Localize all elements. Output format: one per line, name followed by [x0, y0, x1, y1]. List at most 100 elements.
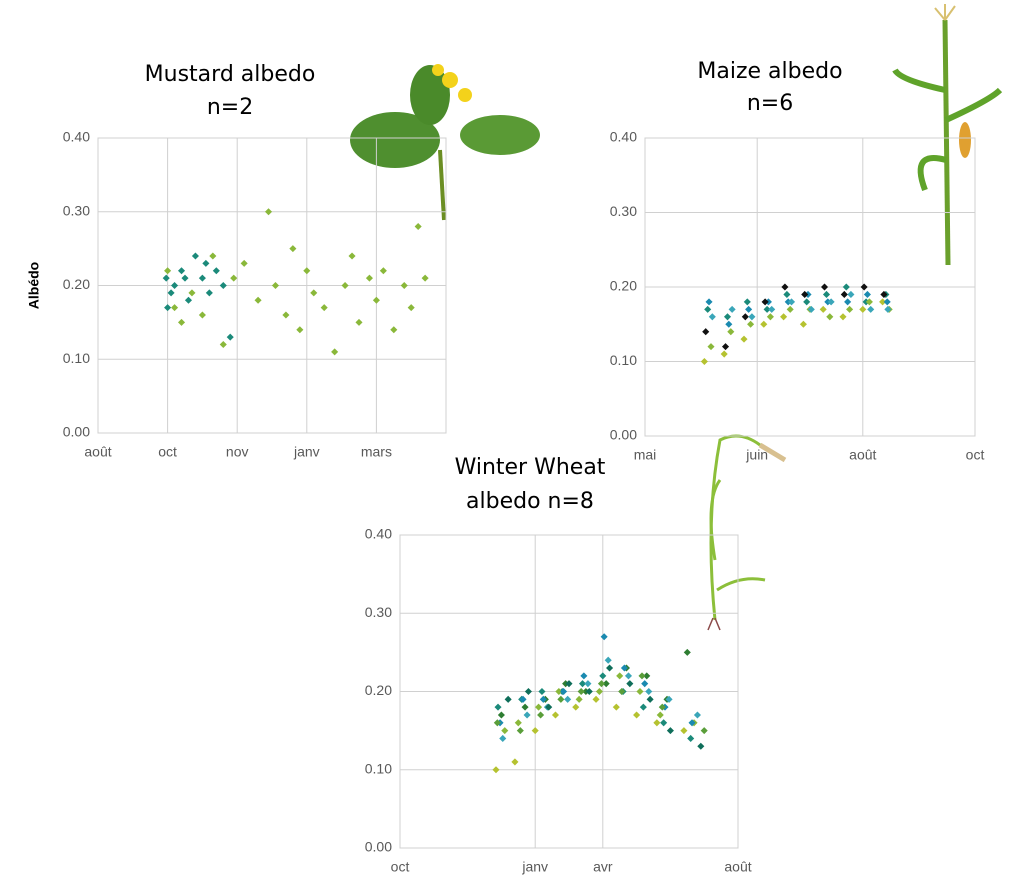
data-point [494, 703, 502, 711]
y-tick-label: 0.20 [63, 276, 90, 292]
data-point [766, 313, 774, 321]
x-tick-label: avr [593, 859, 613, 875]
data-point [592, 695, 600, 703]
data-point [787, 298, 796, 306]
data-point [400, 281, 408, 290]
chart-title: Maize albedo [697, 59, 842, 84]
data-point [282, 311, 290, 319]
y-tick-label: 0.20 [610, 278, 637, 294]
data-point [844, 298, 852, 306]
data-point [501, 727, 509, 735]
data-point [865, 298, 873, 306]
data-point [264, 208, 273, 216]
data-point [585, 687, 593, 696]
data-point [511, 758, 519, 766]
y-tick-label: 0.40 [63, 129, 90, 145]
data-point [164, 304, 172, 312]
data-point [702, 328, 710, 336]
data-point [705, 298, 713, 306]
data-point [565, 680, 573, 688]
data-point [575, 695, 583, 703]
x-tick-label: janv [293, 444, 320, 460]
data-point [645, 687, 653, 696]
data-point [846, 305, 854, 313]
data-point [665, 695, 673, 703]
data-point [597, 680, 605, 688]
data-point [783, 290, 791, 298]
data-point [164, 267, 172, 275]
data-point [880, 290, 888, 298]
data-point [303, 267, 311, 275]
chart-title: Mustard albedo [145, 62, 316, 87]
data-point [226, 333, 234, 341]
data-point [708, 313, 716, 321]
x-tick-label: janv [521, 859, 548, 875]
data-point [839, 313, 847, 321]
data-point [707, 343, 715, 351]
data-point [748, 313, 756, 321]
data-point [687, 734, 695, 742]
data-point [580, 672, 588, 680]
data-point [633, 711, 641, 719]
data-point [599, 672, 607, 680]
data-point [521, 703, 529, 711]
data-point [600, 633, 608, 641]
data-point [390, 326, 398, 334]
data-point [801, 290, 809, 298]
data-point [863, 290, 871, 298]
data-point [693, 711, 701, 719]
data-point [379, 267, 387, 275]
data-point [618, 687, 626, 696]
data-point [822, 290, 831, 298]
data-point [883, 298, 891, 306]
y-tick-label: 0.30 [365, 604, 392, 620]
data-point [683, 648, 691, 656]
data-point [741, 313, 749, 321]
data-point [720, 350, 728, 358]
y-tick-label: 0.10 [610, 352, 637, 368]
data-point [219, 340, 227, 349]
data-point [519, 695, 527, 703]
data-point [768, 305, 776, 313]
data-point [254, 296, 262, 304]
data-point [820, 283, 829, 291]
data-point [700, 357, 708, 366]
x-tick-label: oct [966, 447, 985, 463]
data-point [499, 734, 507, 742]
data-point [807, 305, 815, 313]
data-point [577, 687, 585, 696]
data-point [289, 245, 297, 253]
data-point [414, 222, 422, 231]
data-point [198, 274, 206, 282]
data-point [537, 711, 545, 719]
data-point [516, 727, 524, 735]
data-point [639, 703, 647, 711]
data-point [697, 742, 705, 750]
data-point [780, 313, 788, 321]
wheat-illustration [707, 434, 787, 631]
data-point [240, 259, 248, 267]
data-point [209, 252, 217, 260]
data-point [365, 274, 373, 282]
y-tick-label: 0.00 [365, 839, 392, 855]
data-point [653, 719, 661, 727]
data-point [656, 711, 664, 719]
data-point [847, 290, 855, 298]
data-point [198, 311, 206, 319]
data-point [184, 296, 193, 304]
y-axis-label: Albédo [26, 262, 42, 309]
x-tick-label: août [724, 859, 751, 875]
x-tick-label: oct [158, 444, 177, 460]
y-tick-label: 0.40 [365, 526, 392, 542]
data-point [725, 320, 733, 328]
data-point [584, 680, 592, 688]
data-point [535, 703, 543, 711]
chart-title: Winter Wheat [455, 455, 606, 480]
data-point [842, 283, 850, 291]
x-tick-label: mai [634, 447, 657, 463]
data-point [860, 283, 868, 291]
data-point [205, 289, 213, 297]
data-point [171, 304, 179, 312]
chart-subtitle: n=6 [747, 91, 793, 116]
